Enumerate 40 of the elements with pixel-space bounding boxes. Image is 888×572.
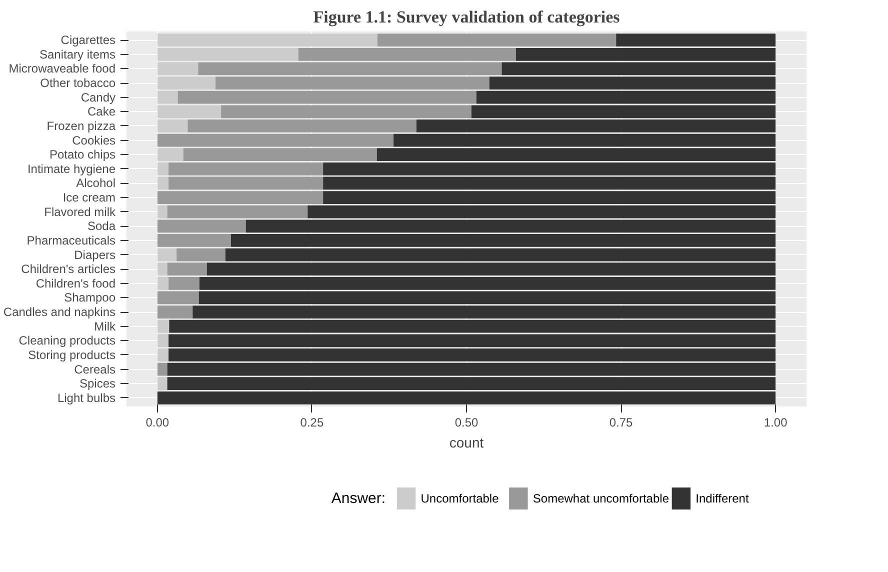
- bar: [157, 377, 168, 390]
- y-tick-label: Light bulbs: [57, 390, 116, 405]
- x-axis-title: count: [449, 434, 484, 450]
- y-tick-label: Children's articles: [21, 262, 116, 276]
- y-tick-label: Pharmaceuticals: [26, 233, 116, 248]
- x-tick-label: 0.50: [454, 416, 479, 430]
- y-tick-label: Milk: [94, 319, 116, 334]
- y-tick-label: Ice cream: [62, 190, 116, 205]
- legend-label: Uncomfortable: [420, 492, 500, 506]
- legend-label: Indifferent: [696, 492, 750, 506]
- y-tick-label: Storing products: [28, 348, 116, 362]
- y-tick-label: Soda: [87, 219, 116, 234]
- chart-title: Figure 1.1: Survey validation of categories: [313, 8, 620, 26]
- y-tick-label: Potato chips: [49, 148, 116, 162]
- y-tick-label: Cake: [87, 104, 116, 119]
- x-tick-label: 0.75: [609, 416, 634, 430]
- y-tick-label: Shampoo: [64, 290, 116, 305]
- y-tick-label: Cookies: [72, 133, 116, 148]
- y-tick-label: Other tobacco: [40, 76, 116, 90]
- legend-label: Somewhat uncomfortable: [532, 492, 670, 506]
- y-tick-label: Flavored milk: [44, 204, 116, 219]
- y-tick-label: Intimate hygiene: [27, 162, 116, 176]
- y-tick-label: Children's food: [36, 276, 116, 290]
- x-tick-label: 0.25: [300, 416, 324, 430]
- y-tick-label: Alcohol: [76, 176, 116, 190]
- y-tick-label: Frozen pizza: [46, 118, 116, 133]
- y-tick-label: Candles and napkins: [3, 305, 116, 320]
- y-tick-label: Cleaning products: [18, 334, 116, 348]
- x-tick-label: 0.00: [146, 416, 170, 430]
- y-tick-label: Microwaveable food: [8, 62, 116, 76]
- legend-title: Answer:: [331, 490, 386, 507]
- y-tick-label: Cereals: [74, 362, 116, 376]
- y-tick-label: Sanitary items: [39, 47, 116, 62]
- y-tick-label: Diapers: [74, 248, 116, 262]
- bar: [157, 205, 168, 218]
- y-tick-label: Spices: [79, 376, 116, 391]
- bar: [157, 362, 168, 376]
- y-tick-label: Candy: [80, 90, 116, 104]
- x-tick-label: 1.00: [764, 416, 788, 430]
- y-tick-label: Cigarettes: [60, 33, 116, 48]
